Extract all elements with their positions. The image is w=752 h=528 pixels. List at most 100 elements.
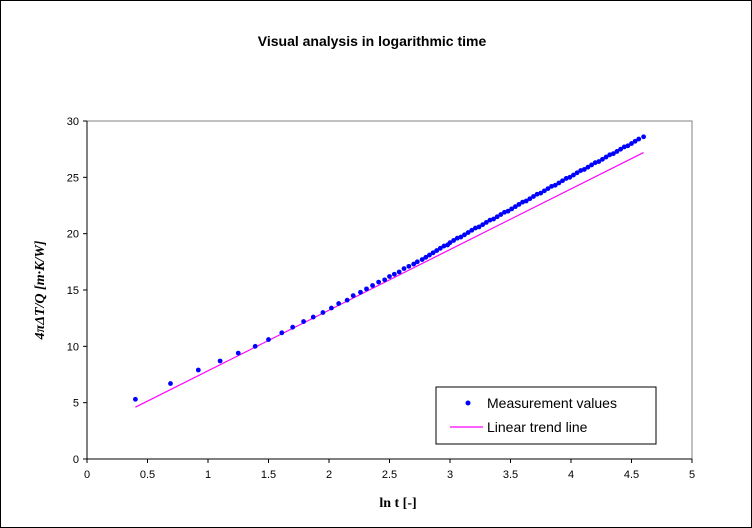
measurement-point <box>632 138 638 144</box>
measurement-point <box>462 232 467 238</box>
legend: Measurement values Linear trend line <box>435 386 657 445</box>
measurement-point <box>358 289 363 295</box>
measurement-point <box>567 174 573 180</box>
measurement-point <box>552 182 558 188</box>
measurement-point <box>512 204 518 210</box>
measurement-point <box>406 263 412 269</box>
measurement-point <box>641 134 646 140</box>
measurement-point <box>581 167 587 172</box>
legend-label-measurement: Measurement values <box>487 395 617 411</box>
measurement-point <box>494 214 500 220</box>
measurement-point <box>217 358 223 364</box>
measurement-point <box>320 310 326 315</box>
measurement-point <box>505 208 511 214</box>
measurement-point <box>290 324 296 330</box>
y-tick-label: 0 <box>73 454 79 466</box>
x-tick-label: 1.5 <box>261 469 276 481</box>
measurement-point <box>516 201 522 207</box>
measurement-point <box>502 209 507 215</box>
measurement-point <box>376 279 382 285</box>
measurement-point <box>487 217 493 223</box>
series-layer <box>133 134 646 408</box>
measurement-point <box>534 191 540 197</box>
measurement-point <box>329 305 334 311</box>
measurement-point <box>563 176 569 181</box>
measurement-point <box>523 198 529 204</box>
measurement-point <box>279 330 285 336</box>
measurement-point <box>625 143 631 149</box>
x-tick-label: 1 <box>205 469 211 481</box>
measurement-point <box>266 337 271 342</box>
legend-box <box>435 386 657 445</box>
measurement-point <box>592 160 598 166</box>
y-tick-label: 15 <box>67 285 79 297</box>
measurement-point <box>476 224 482 230</box>
measurement-point <box>344 297 350 303</box>
measurement-point <box>391 271 397 277</box>
measurement-point <box>509 206 515 212</box>
measurement-point <box>350 293 356 299</box>
measurement-point <box>614 149 620 154</box>
measurement-point <box>133 396 138 402</box>
measurement-point <box>469 227 475 233</box>
measurement-point <box>498 212 504 217</box>
measurement-point <box>541 188 547 194</box>
measurement-point <box>419 257 425 262</box>
measurement-point <box>596 159 602 164</box>
y-tick-label: 10 <box>67 341 79 353</box>
measurement-point <box>364 286 369 292</box>
measurement-point <box>451 238 457 243</box>
measurement-point <box>458 234 464 240</box>
legend-marker-measurement <box>465 400 471 406</box>
x-tick-label: 3 <box>447 469 453 481</box>
measurement-point <box>520 199 525 205</box>
measurement-point <box>235 350 241 356</box>
measurement-point <box>585 164 591 170</box>
measurement-point <box>252 343 258 349</box>
measurement-point <box>603 154 609 160</box>
measurement-point <box>423 254 429 260</box>
measurement-point <box>336 301 342 306</box>
measurement-point <box>621 144 627 150</box>
y-tick-label: 5 <box>73 398 79 410</box>
measurement-point <box>618 146 624 152</box>
measurement-point <box>382 277 388 283</box>
x-tick-label: 2 <box>326 469 332 481</box>
measurement-point <box>589 162 594 168</box>
measurement-point <box>600 156 605 162</box>
legend-label-trend: Linear trend line <box>487 419 588 435</box>
measurement-point <box>387 274 392 279</box>
measurement-point <box>414 259 420 265</box>
measurement-point <box>427 252 432 258</box>
measurement-point <box>578 168 584 173</box>
measurement-point <box>454 235 460 241</box>
measurement-point <box>538 190 544 196</box>
x-tick-label: 4.5 <box>624 469 639 481</box>
x-tick-label: 5 <box>689 469 695 481</box>
measurement-point <box>396 269 402 275</box>
trend-line <box>135 152 644 408</box>
measurement-point <box>473 225 478 231</box>
measurement-point <box>560 178 565 184</box>
chart-title: Visual analysis in logarithmic time <box>258 33 487 49</box>
measurement-point <box>483 220 489 225</box>
x-axis-label: ln t [-] <box>379 496 416 511</box>
y-tick-label: 20 <box>67 229 79 241</box>
measurement-point <box>411 261 417 267</box>
measurement-point <box>556 180 562 186</box>
measurement-point <box>549 183 555 189</box>
x-tick-label: 0.5 <box>140 469 155 481</box>
measurement-point <box>301 319 306 324</box>
measurement-point <box>370 283 375 288</box>
y-tick-label: 30 <box>67 116 79 128</box>
x-tick-label: 3.5 <box>503 469 518 481</box>
x-tick-label: 4 <box>568 469 574 481</box>
measurement-point <box>168 381 173 386</box>
measurement-point <box>610 151 616 157</box>
measurement-point <box>571 172 576 178</box>
x-tick-label: 2.5 <box>382 469 397 481</box>
measurement-point <box>310 314 316 320</box>
measurement-point <box>434 248 440 253</box>
